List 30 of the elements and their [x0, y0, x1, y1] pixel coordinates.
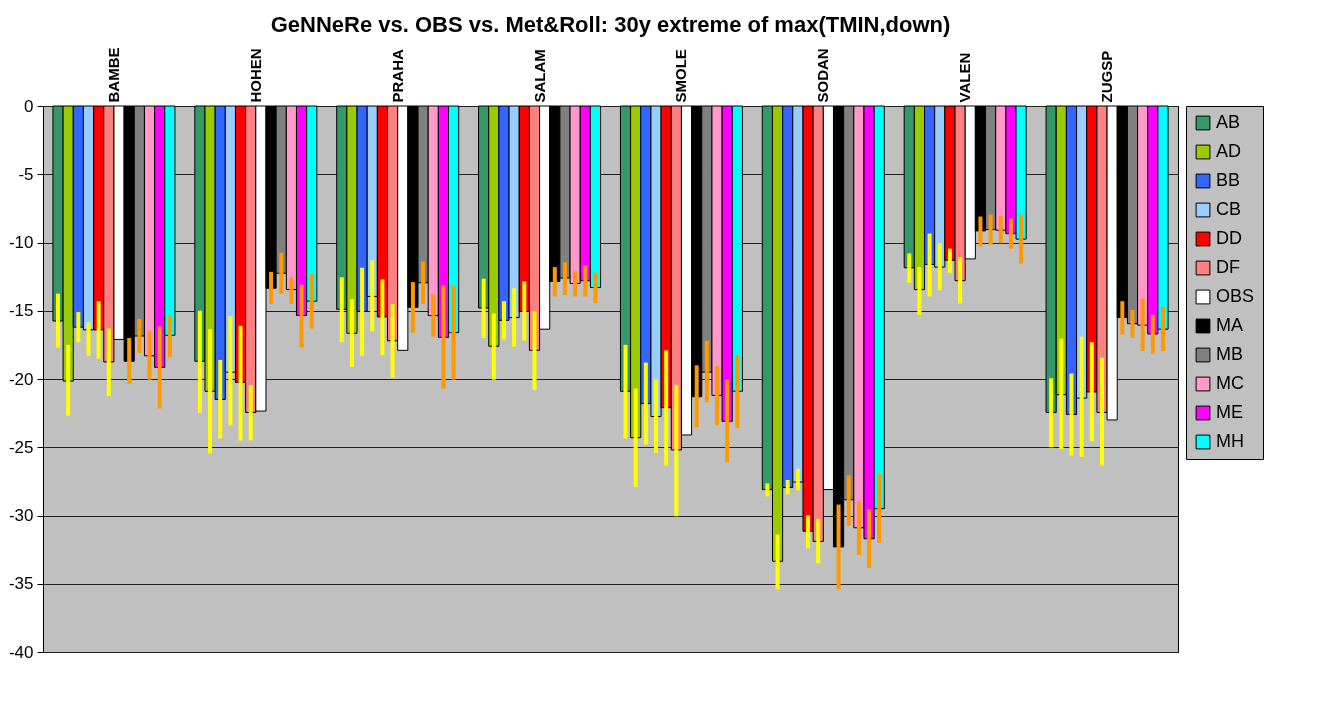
- legend-label: AB: [1216, 112, 1241, 132]
- y-tick-label: -40: [8, 642, 34, 662]
- chart-title: GeNNeRe vs. OBS vs. Met&Roll: 30y extreme of max(TMIN,down): [270, 12, 951, 37]
- y-tick-label: -20: [8, 369, 34, 389]
- legend-label: DF: [1216, 257, 1240, 277]
- y-tick-label: -10: [8, 233, 34, 252]
- x-tick-label: PRAHA: [388, 49, 406, 103]
- y-tick-label: -35: [8, 574, 34, 594]
- x-tick-label: ZUGSP: [1098, 50, 1116, 103]
- y-tick-label: -30: [8, 506, 34, 525]
- x-tick-label: HOHEN: [246, 48, 264, 103]
- x-tick-label: SMOLE: [672, 49, 690, 103]
- x-tick-label: SALAM: [530, 49, 548, 103]
- y-tick-label: -25: [8, 437, 34, 457]
- legend-label: DD: [1216, 228, 1242, 248]
- legend-label: MA: [1216, 315, 1243, 335]
- y-tick-label: -5: [18, 164, 34, 184]
- legend-label: BB: [1216, 170, 1241, 190]
- y-tick-label: 0: [24, 96, 34, 116]
- y-tick-label: -15: [8, 301, 34, 321]
- legend-label: MC: [1216, 373, 1244, 393]
- legend-label: CB: [1216, 199, 1242, 219]
- x-tick-label: BAMBE: [104, 47, 122, 103]
- x-tick-label: SODAN: [814, 48, 832, 103]
- legend-label: MB: [1216, 344, 1243, 364]
- legend-label: AD: [1216, 141, 1242, 161]
- x-tick-label: VALEN: [956, 52, 974, 103]
- legend-label: ME: [1216, 402, 1243, 422]
- legend-label: OBS: [1216, 286, 1255, 306]
- legend-label: MH: [1216, 431, 1244, 451]
